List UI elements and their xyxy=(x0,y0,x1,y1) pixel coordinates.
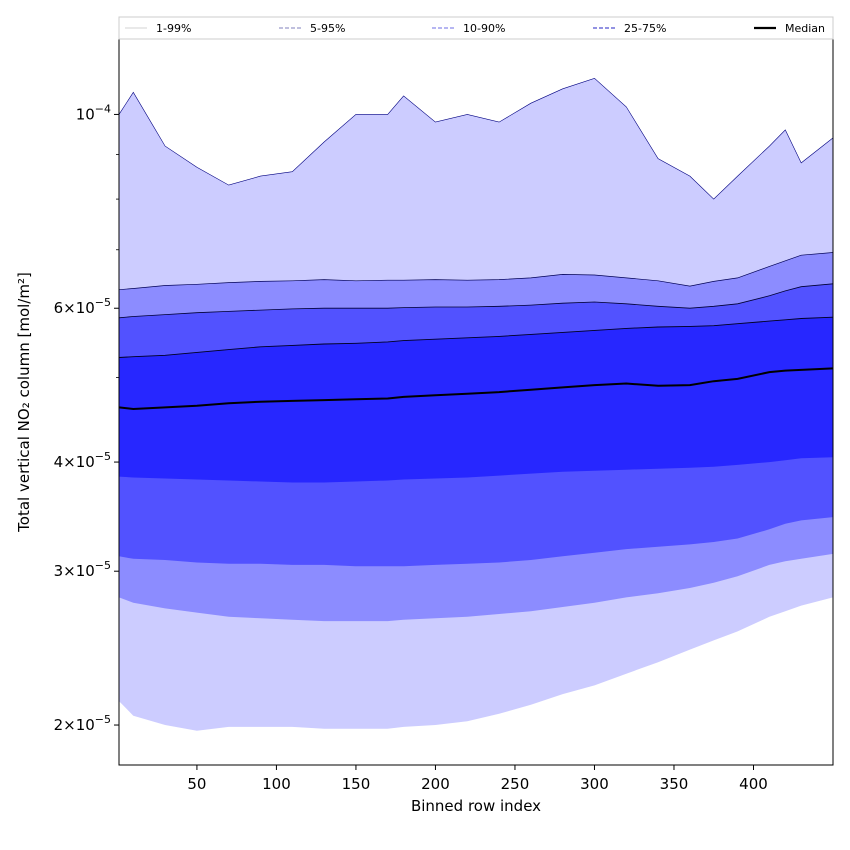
legend-label: 1-99% xyxy=(156,22,191,35)
y-tick-exponent: −5 xyxy=(95,450,111,463)
median-layer xyxy=(118,367,834,411)
y-tick-label: 4×10−5 xyxy=(54,450,111,471)
legend-label: 5-95% xyxy=(310,22,345,35)
y-tick-mantissa: 4×10 xyxy=(54,453,95,471)
y-tick-exponent: −5 xyxy=(95,559,111,572)
y-axis: 2×10−53×10−54×10−56×10−510−4 xyxy=(54,102,119,734)
y-tick-label: 3×10−5 xyxy=(54,559,111,580)
legend-label: 25-75% xyxy=(624,22,666,35)
median-line xyxy=(118,367,834,411)
x-tick-label: 350 xyxy=(660,775,689,793)
y-tick-mantissa: 2×10 xyxy=(54,716,95,734)
legend-label: 10-90% xyxy=(463,22,505,35)
y-tick-exponent: −4 xyxy=(95,102,111,115)
x-tick-label: 200 xyxy=(421,775,450,793)
y-tick-exponent: −5 xyxy=(95,296,111,309)
bands-layer xyxy=(118,77,834,731)
y-axis-label: Total vertical NO₂ column [mol/m²] xyxy=(15,272,33,533)
band-upper-line-1 xyxy=(118,252,834,291)
x-tick-label: 400 xyxy=(739,775,768,793)
band-fill-3 xyxy=(119,317,833,483)
x-axis-label: Binned row index xyxy=(411,797,541,815)
legend-frame xyxy=(118,16,834,40)
x-axis: 50 100 150 200 250 300 350 400 xyxy=(187,765,768,793)
x-tick-label: 50 xyxy=(187,775,206,793)
y-tick-label: 10−4 xyxy=(76,102,111,123)
y-tick-mantissa: 3×10 xyxy=(54,562,95,580)
legend-label: Median xyxy=(785,22,825,35)
x-tick-label: 250 xyxy=(501,775,530,793)
band-upper-line-0 xyxy=(118,77,834,200)
y-tick-label: 6×10−5 xyxy=(54,296,111,317)
x-tick-label: 100 xyxy=(262,775,291,793)
y-tick-exponent: −5 xyxy=(95,713,111,726)
band-upper-line-2 xyxy=(118,283,834,319)
x-tick-label: 300 xyxy=(580,775,609,793)
y-tick-mantissa: 10 xyxy=(76,105,95,123)
legend: 1-99% 5-95% 10-90% 25-75% Median xyxy=(118,16,834,40)
band-upper-line-3 xyxy=(118,316,834,358)
y-tick-mantissa: 6×10 xyxy=(54,299,95,317)
y-tick-label: 2×10−5 xyxy=(54,713,111,734)
x-tick-label: 150 xyxy=(342,775,371,793)
